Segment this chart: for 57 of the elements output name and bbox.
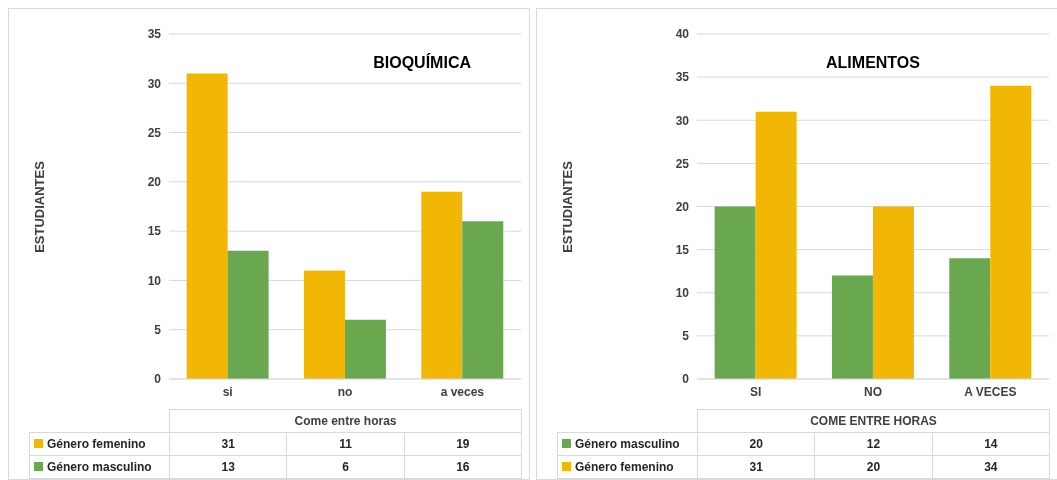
legend-label: Género masculino <box>557 432 698 456</box>
x-axis-title: COME ENTRE HORAS <box>697 409 1050 433</box>
data-label: 11 <box>286 432 405 456</box>
data-label: 20 <box>697 432 815 456</box>
y-axis-title: ESTUDIANTES <box>559 160 575 253</box>
y-tick-label: 25 <box>675 156 690 171</box>
y-tick-label: 20 <box>675 199 690 214</box>
data-label: 6 <box>286 455 405 479</box>
data-label: 20 <box>814 455 933 479</box>
text: ALIMENTOS <box>826 54 920 71</box>
x-tick-label: a veces <box>440 384 485 399</box>
y-tick-label: 15 <box>147 224 162 239</box>
y-tick-label: 25 <box>147 125 162 140</box>
bar <box>872 206 914 379</box>
y-tick-label: 30 <box>147 76 162 91</box>
x-tick-label: si <box>222 384 233 399</box>
x-tick-label: SI <box>749 384 762 399</box>
bar <box>421 191 463 379</box>
y-tick-label: 0 <box>682 372 690 387</box>
y-tick-label: 5 <box>682 329 690 344</box>
data-label: 34 <box>932 455 1050 479</box>
bar <box>831 275 873 379</box>
legend-label: Género femenino <box>29 432 170 456</box>
data-label: 14 <box>932 432 1050 456</box>
data-label: 16 <box>404 455 522 479</box>
data-label: 31 <box>169 432 287 456</box>
data-label: 19 <box>404 432 522 456</box>
y-tick-label: 10 <box>147 273 162 288</box>
bar <box>990 85 1032 379</box>
bar <box>227 250 269 379</box>
bar <box>949 258 991 379</box>
y-tick-label: 35 <box>147 27 162 42</box>
x-tick-label: no <box>337 384 353 399</box>
y-tick-label: 0 <box>154 372 162 387</box>
data-label: 12 <box>814 432 933 456</box>
bar <box>303 270 345 379</box>
x-tick-label: A VECES <box>964 384 1017 399</box>
bar <box>755 111 797 379</box>
bar <box>344 319 386 379</box>
y-tick-label: 20 <box>147 175 162 190</box>
y-tick-label: 30 <box>675 113 690 128</box>
x-axis-title: Come entre horas <box>169 409 522 433</box>
bar <box>186 73 228 379</box>
bar <box>462 221 504 379</box>
y-tick-label: 15 <box>675 242 690 257</box>
bar <box>714 206 756 379</box>
y-tick-label: 35 <box>675 70 690 85</box>
legend-label: Género femenino <box>557 455 698 479</box>
text: BIOQUÍMICA <box>373 54 471 71</box>
x-tick-label: NO <box>864 384 882 399</box>
y-tick-label: 10 <box>675 286 690 301</box>
y-tick-label: 40 <box>675 27 690 42</box>
y-axis-title: ESTUDIANTES <box>31 160 47 253</box>
data-label: 31 <box>697 455 815 479</box>
legend-label: Género masculino <box>29 455 170 479</box>
data-label: 13 <box>169 455 287 479</box>
y-tick-label: 5 <box>154 322 162 337</box>
